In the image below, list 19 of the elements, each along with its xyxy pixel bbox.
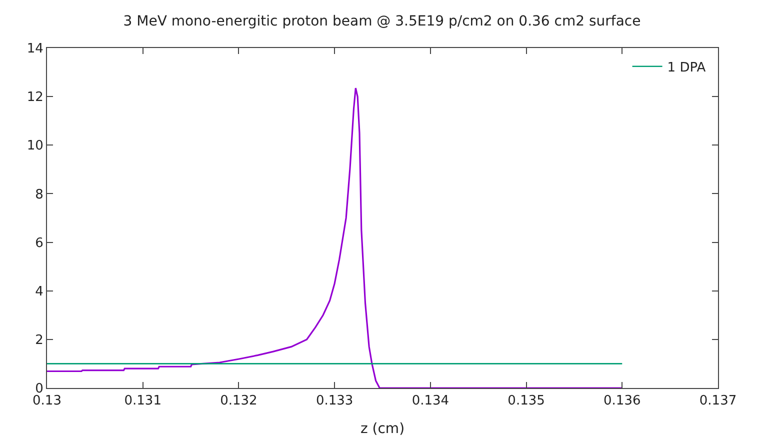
y-tick-label: 6 xyxy=(35,236,44,251)
x-tick-label: 0.133 xyxy=(316,394,354,409)
x-tick-label: 0.13 xyxy=(32,394,62,409)
chart-title: 3 MeV mono-energitic proton beam @ 3.5E19 p/cm2 on 0.36 cm2 surface xyxy=(123,13,641,30)
x-tick-label: 0.137 xyxy=(699,394,737,409)
x-tick-label: 0.134 xyxy=(412,394,450,409)
line-series xyxy=(47,87,623,388)
y-tick-label: 14 xyxy=(26,42,44,57)
x-tick-label: 0.135 xyxy=(508,394,545,409)
y-tick-label: 10 xyxy=(26,138,44,154)
y-tick-label: 2 xyxy=(35,332,44,348)
x-tick-label: 0.131 xyxy=(124,394,162,409)
x-tick-label: 0.136 xyxy=(604,394,641,409)
x-axis-title: z (cm) xyxy=(360,420,405,437)
legend-label: 1 DPA xyxy=(667,60,706,76)
y-tick-label: 4 xyxy=(35,284,44,300)
y-tick-label: 8 xyxy=(35,187,44,202)
y-tick-label: 12 xyxy=(26,90,44,106)
x-tick-label: 0.132 xyxy=(220,394,258,409)
